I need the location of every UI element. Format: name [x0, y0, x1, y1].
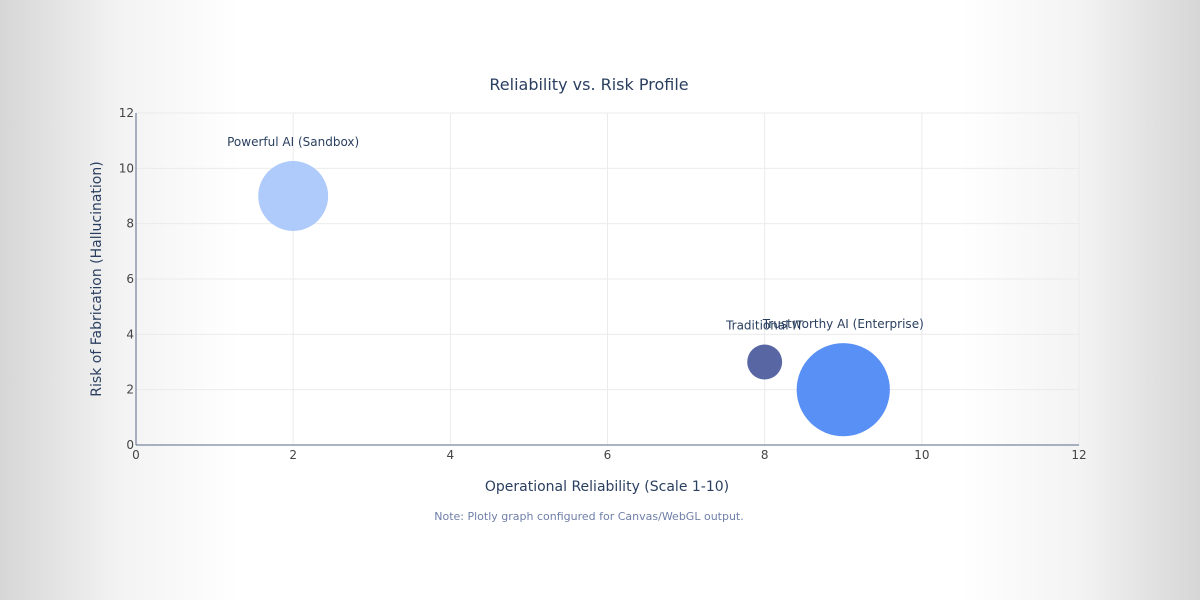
x-tick-label: 12: [1071, 448, 1086, 462]
y-axis-title: Risk of Fabrication (Hallucination): [89, 161, 105, 396]
y-tick-label: 0: [126, 438, 134, 452]
y-tick-label: 8: [126, 217, 134, 231]
y-tick-label: 4: [126, 327, 134, 341]
x-axis-title: Operational Reliability (Scale 1-10): [485, 479, 729, 495]
bubble-label: Traditional IT: [725, 319, 804, 333]
x-tick-label: 10: [914, 448, 929, 462]
y-tick-label: 10: [119, 161, 134, 175]
axes: 0 2 4 6 8 10 12 0 2 4 6 8 10 12: [119, 106, 1087, 462]
x-tick-label: 0: [132, 448, 140, 462]
chart-footnote: Note: Plotly graph configured for Canvas…: [434, 510, 744, 523]
x-tick-label: 4: [447, 448, 455, 462]
bubble-point[interactable]: [258, 161, 329, 231]
bubble-point[interactable]: [796, 343, 890, 437]
y-tick-label: 6: [126, 272, 134, 286]
y-tick-label: 2: [126, 383, 134, 397]
bubble-point[interactable]: [747, 344, 783, 380]
bubble-label: Powerful AI (Sandbox): [227, 135, 359, 149]
grid-lines: [136, 112, 1080, 445]
y-tick-label: 12: [119, 106, 134, 120]
data-points: [258, 161, 890, 437]
point-labels: Powerful AI (Sandbox) Traditional ITTrust…: [227, 135, 924, 332]
x-tick-label: 2: [289, 448, 297, 462]
bubble-label: Trustworthy AI (Enterprise): [762, 317, 924, 331]
x-tick-label: 6: [604, 448, 612, 462]
x-tick-label: 8: [761, 448, 769, 462]
chart-title: Reliability vs. Risk Profile: [489, 75, 688, 94]
